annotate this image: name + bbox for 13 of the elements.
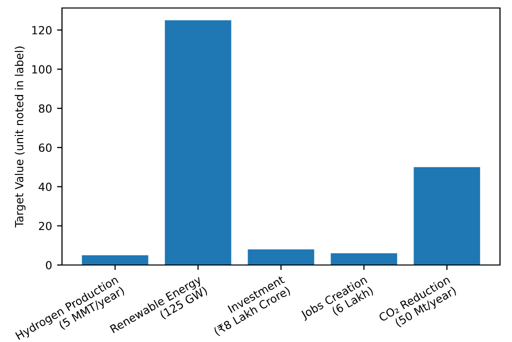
bar	[82, 255, 148, 265]
bar	[330, 253, 398, 265]
y-tick-label: 40	[38, 182, 52, 192]
y-tick-label: 80	[38, 104, 52, 113]
y-axis-title: Target Value (unit noted in label)	[14, 46, 26, 228]
bar	[248, 249, 314, 265]
y-tick-label: 20	[38, 222, 52, 230]
y-tick-label: 60	[38, 143, 52, 152]
bar	[164, 20, 232, 265]
y-tick-label: 0	[46, 260, 52, 270]
y-tick-label: 100	[32, 65, 52, 74]
bar	[414, 167, 480, 265]
y-tick-label: 120	[32, 26, 52, 34]
